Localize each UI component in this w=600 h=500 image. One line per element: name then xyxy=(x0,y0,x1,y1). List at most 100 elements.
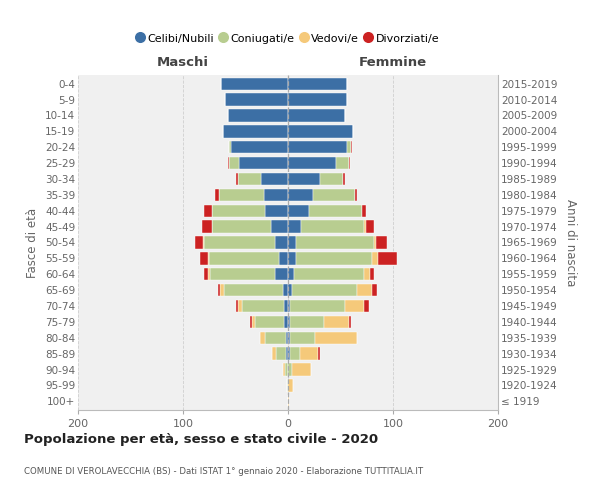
Bar xyxy=(288,395,289,407)
Bar xyxy=(372,252,379,264)
Bar xyxy=(313,188,355,201)
Bar xyxy=(219,188,264,201)
Text: Femmine: Femmine xyxy=(359,56,427,70)
Bar xyxy=(277,348,286,360)
Text: Maschi: Maschi xyxy=(157,56,209,70)
Bar xyxy=(349,157,350,170)
Bar xyxy=(283,364,285,376)
Bar xyxy=(347,141,351,154)
Bar xyxy=(288,78,347,90)
Bar xyxy=(256,316,284,328)
Bar xyxy=(210,268,275,280)
Bar xyxy=(364,220,366,233)
Bar xyxy=(239,157,288,170)
Bar xyxy=(292,364,311,376)
Bar xyxy=(278,252,288,264)
Bar xyxy=(221,78,288,90)
Bar xyxy=(250,316,252,328)
Bar xyxy=(224,284,283,296)
Bar xyxy=(208,252,209,264)
Bar xyxy=(296,236,374,248)
Bar xyxy=(204,204,212,217)
Bar xyxy=(223,125,288,138)
Bar xyxy=(324,316,349,328)
Bar xyxy=(290,300,345,312)
Bar xyxy=(275,236,288,248)
Bar xyxy=(204,268,208,280)
Bar xyxy=(208,268,210,280)
Bar xyxy=(309,204,361,217)
Bar xyxy=(319,348,320,360)
Bar xyxy=(288,188,313,201)
Bar xyxy=(204,236,275,248)
Bar xyxy=(316,332,358,344)
Bar xyxy=(242,300,284,312)
Bar xyxy=(358,284,372,296)
Bar xyxy=(376,236,387,248)
Bar xyxy=(228,110,288,122)
Bar xyxy=(372,284,377,296)
Bar xyxy=(235,173,238,185)
Bar xyxy=(349,316,351,328)
Bar xyxy=(290,316,324,328)
Bar xyxy=(343,173,345,185)
Bar xyxy=(260,173,288,185)
Bar xyxy=(203,236,204,248)
Bar xyxy=(288,268,295,280)
Bar xyxy=(364,268,370,280)
Bar xyxy=(238,173,260,185)
Y-axis label: Anni di nascita: Anni di nascita xyxy=(564,199,577,286)
Bar xyxy=(288,252,296,264)
Bar xyxy=(212,204,265,217)
Bar xyxy=(260,332,265,344)
Bar xyxy=(288,348,290,360)
Bar xyxy=(374,236,376,248)
Bar xyxy=(229,141,232,154)
Bar xyxy=(366,220,374,233)
Bar xyxy=(379,252,397,264)
Legend: Celibi/Nubili, Coniugati/e, Vedovi/e, Divorziati/e: Celibi/Nubili, Coniugati/e, Vedovi/e, Di… xyxy=(133,28,443,48)
Bar xyxy=(288,141,347,154)
Bar xyxy=(283,284,288,296)
Bar xyxy=(370,268,374,280)
Bar xyxy=(286,348,288,360)
Bar xyxy=(286,332,288,344)
Bar xyxy=(337,157,349,170)
Bar xyxy=(288,220,301,233)
Bar xyxy=(290,332,316,344)
Bar xyxy=(361,204,366,217)
Bar xyxy=(288,204,309,217)
Bar xyxy=(288,173,320,185)
Y-axis label: Fasce di età: Fasce di età xyxy=(26,208,40,278)
Bar xyxy=(272,348,277,360)
Bar xyxy=(285,364,288,376)
Bar xyxy=(275,268,288,280)
Bar xyxy=(209,252,278,264)
Bar xyxy=(235,300,238,312)
Bar xyxy=(288,284,292,296)
Bar xyxy=(288,125,353,138)
Bar xyxy=(218,284,220,296)
Bar xyxy=(345,300,364,312)
Bar xyxy=(288,316,290,328)
Bar xyxy=(194,236,203,248)
Bar xyxy=(212,220,271,233)
Bar xyxy=(228,157,229,170)
Bar xyxy=(238,300,242,312)
Bar xyxy=(288,300,290,312)
Bar xyxy=(301,220,364,233)
Bar xyxy=(288,157,337,170)
Bar xyxy=(288,332,290,344)
Bar xyxy=(229,157,239,170)
Bar xyxy=(271,220,288,233)
Bar xyxy=(232,141,288,154)
Bar xyxy=(288,236,296,248)
Bar xyxy=(225,94,288,106)
Bar xyxy=(292,284,358,296)
Bar xyxy=(215,188,218,201)
Bar xyxy=(351,141,352,154)
Bar xyxy=(265,332,286,344)
Bar xyxy=(264,188,288,201)
Bar xyxy=(252,316,256,328)
Bar xyxy=(290,348,299,360)
